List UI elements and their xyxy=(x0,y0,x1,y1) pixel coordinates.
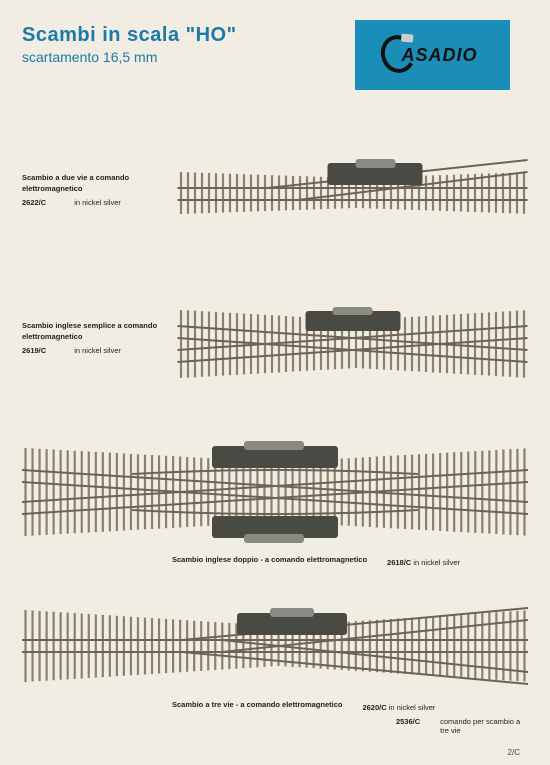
product-material: in nickel silver xyxy=(413,558,460,567)
product-material: in nickel silver xyxy=(74,345,121,356)
page-title: Scambi in scala "HO" xyxy=(22,24,237,47)
product-material-2: comando per scambio a tre vie xyxy=(440,717,528,735)
product-label: Scambio a tre vie - a comando elettromag… xyxy=(22,699,528,713)
product-code: 2619/C xyxy=(22,345,46,356)
product-material: in nickel silver xyxy=(389,703,436,712)
product-item: Scambio a due vie a comando elettromagne… xyxy=(22,130,528,250)
page-subtitle: scartamento 16,5 mm xyxy=(22,49,237,65)
brand-logo: ASADIO xyxy=(355,20,510,90)
product-desc: Scambio a due vie a comando elettromagne… xyxy=(22,172,167,195)
product-item: Scambio inglese doppio - a comando elett… xyxy=(22,426,528,568)
track-illustration xyxy=(22,426,528,546)
product-desc: Scambio a tre vie - a comando elettromag… xyxy=(172,699,342,710)
page-number: 2/C xyxy=(508,748,520,757)
track-illustration xyxy=(22,596,528,691)
product-material: in nickel silver xyxy=(74,197,121,208)
product-desc: Scambio inglese semplice a comando elett… xyxy=(22,320,167,343)
product-code-2: 2536/C xyxy=(396,717,420,735)
product-item: Scambio a tre vie - a comando elettromag… xyxy=(22,596,528,734)
product-desc: Scambio inglese doppio - a comando elett… xyxy=(172,554,367,565)
track-illustration xyxy=(177,298,528,378)
product-code: 2618/C xyxy=(387,558,411,567)
product-code: 2620/C xyxy=(362,703,386,712)
product-label: Scambio inglese doppio - a comando elett… xyxy=(22,554,528,568)
product-label: Scambio a due vie a comando elettromagne… xyxy=(22,172,167,209)
product-code: 2622/C xyxy=(22,197,46,208)
product-label: Scambio inglese semplice a comando elett… xyxy=(22,320,167,357)
product-list: Scambio a due vie a comando elettromagne… xyxy=(0,90,550,735)
track-illustration xyxy=(177,150,528,230)
product-item: Scambio inglese semplice a comando elett… xyxy=(22,278,528,398)
product-secondary: 2536/C comando per scambio a tre vie xyxy=(22,717,528,735)
